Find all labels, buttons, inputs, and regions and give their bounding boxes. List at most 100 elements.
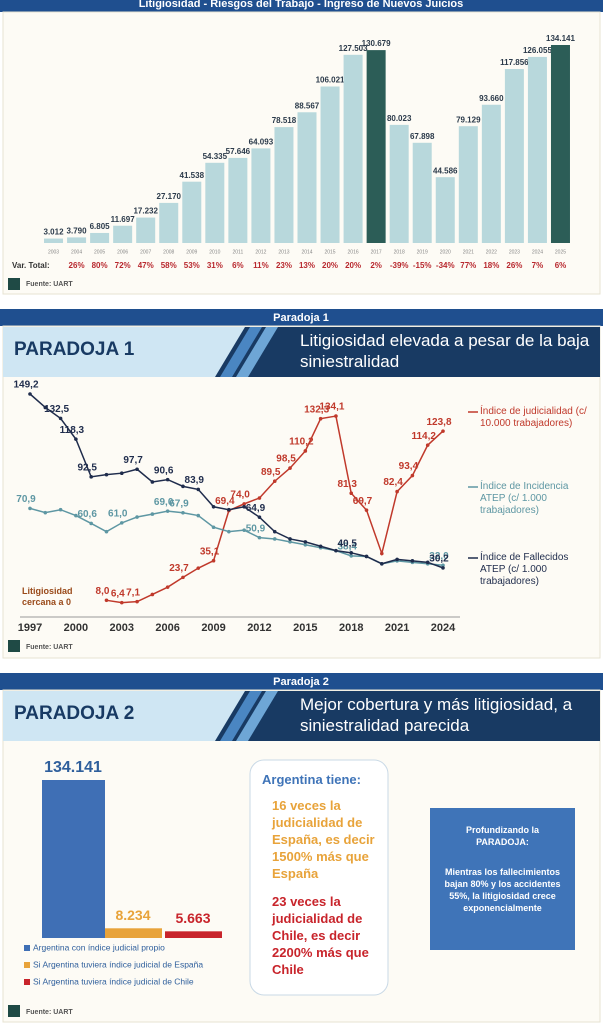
source: Fuente: UART: [26, 1009, 73, 1016]
point: [242, 504, 246, 509]
point: [119, 600, 124, 605]
var-total: -34%: [436, 261, 455, 270]
stripe: [236, 691, 278, 741]
point: [211, 504, 216, 509]
bar: [251, 148, 271, 243]
point: [425, 443, 430, 447]
panel: [2, 325, 601, 659]
value-label: 57.646: [226, 147, 251, 156]
var-total: 18%: [483, 261, 499, 270]
bar: [366, 50, 386, 244]
x-tick-label: 2007: [140, 249, 151, 255]
value-label: 64.093: [249, 138, 274, 147]
legend-label: Índice de Fallecidos ATEP (c/ 1.000 trab…: [480, 552, 569, 587]
point: [165, 509, 170, 513]
x-tick-label: 2009: [186, 249, 197, 255]
value-label: 149,2: [13, 380, 38, 391]
x-tick-label: 2006: [117, 249, 128, 255]
value-label: 8,0: [96, 586, 110, 597]
x-tick-label: 2025: [555, 249, 566, 255]
value-label: 7,1: [126, 587, 140, 598]
info-title: Argentina tiene:: [262, 772, 361, 787]
point: [349, 551, 354, 555]
header: Paradoja 1: [273, 312, 329, 324]
x-tick-label: 2015: [324, 249, 335, 255]
point: [257, 535, 262, 540]
source-icon: [8, 1005, 20, 1017]
point: [303, 540, 308, 544]
value-label: 88.567: [295, 101, 320, 110]
point: [150, 512, 155, 516]
value-label: 6.805: [90, 222, 111, 231]
note-box: [430, 808, 575, 950]
value-label: 117.856: [500, 58, 529, 67]
point: [395, 489, 399, 494]
source-icon: [8, 278, 20, 290]
value-label: 40,5: [337, 538, 357, 549]
x-tick-label: 2003: [48, 249, 59, 255]
var-total: 72%: [115, 261, 131, 270]
value-label: 130.679: [362, 39, 391, 48]
x-tick-label: 2011: [232, 249, 243, 255]
value-label: 81,3: [337, 479, 357, 490]
value-label: 110,2: [289, 437, 314, 448]
point: [227, 529, 231, 534]
info-item: 23 veces la judicialidad de Chile, es de…: [272, 894, 369, 977]
value-label: 54.335: [203, 152, 228, 161]
var-total: 13%: [299, 261, 315, 270]
value-label: 97,7: [123, 455, 143, 466]
banner-left: [3, 327, 245, 377]
bar: [481, 104, 501, 243]
info-item: 16 veces la judicialidad de España, es d…: [272, 798, 375, 881]
point: [272, 537, 277, 541]
value-label: 106.021: [316, 76, 345, 85]
var-total: 11%: [253, 261, 269, 270]
point: [288, 537, 292, 541]
bar: [159, 202, 179, 243]
x-tick-label: 2024: [431, 622, 456, 634]
value-label: 74,0: [230, 490, 250, 501]
source-icon: [8, 640, 20, 652]
point: [349, 491, 354, 496]
x-tick-label: 2022: [486, 249, 497, 255]
point: [364, 508, 369, 512]
value-label: 118,3: [60, 425, 85, 436]
value-label: 90,6: [154, 465, 174, 476]
x-tick-label: 2008: [163, 249, 174, 255]
bar: [412, 142, 432, 243]
x-tick-label: 2012: [255, 249, 266, 255]
bar: [389, 124, 409, 243]
banner-label: PARADOJA 2: [14, 703, 134, 724]
value-label: 6,4: [111, 588, 125, 599]
var-total: 58%: [161, 261, 177, 270]
var-total: 26%: [506, 261, 522, 270]
point: [318, 416, 323, 421]
point: [288, 540, 292, 544]
banner-title: Mejor cobertura y más litigiosidad, a si…: [300, 695, 573, 735]
point: [257, 515, 262, 519]
x-tick-label: 1997: [18, 622, 42, 634]
x-tick-label: 2024: [532, 249, 543, 255]
point: [74, 513, 78, 518]
annotation: Litigiosidad cercana a 0: [22, 586, 73, 607]
x-tick-label: 2009: [201, 622, 225, 634]
point: [43, 405, 48, 410]
x-tick-label: 2015: [293, 622, 317, 634]
value-label: 8.234: [115, 907, 150, 923]
value-label: 83,9: [185, 475, 205, 486]
x-tick-label: 2004: [71, 249, 82, 255]
point: [211, 558, 216, 563]
x-tick-label: 2016: [348, 249, 359, 255]
value-label: 132,3: [304, 404, 329, 415]
var-total: 2%: [370, 261, 382, 270]
x-tick-label: 2020: [440, 249, 451, 255]
legend-swatch: [24, 979, 30, 985]
value-label: 98,5: [276, 454, 296, 465]
bar: [297, 112, 317, 244]
bar: [458, 126, 478, 243]
x-tick-label: 2019: [417, 249, 428, 255]
point: [135, 515, 139, 519]
x-tick-label: 2018: [394, 249, 405, 255]
var-label: Var. Total:: [12, 261, 50, 270]
